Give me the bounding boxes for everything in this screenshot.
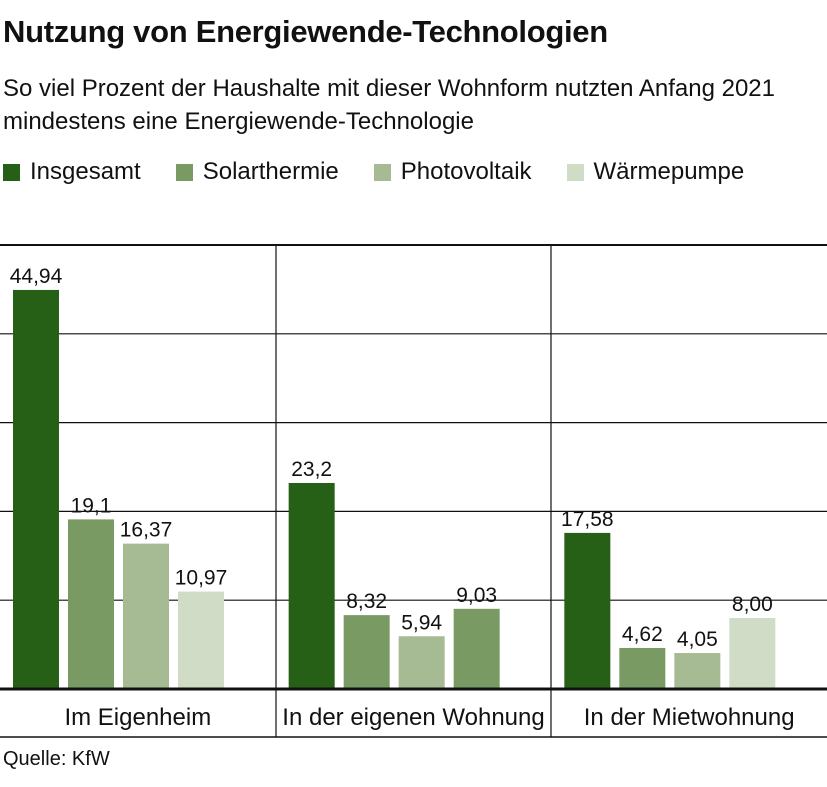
bar <box>398 636 445 689</box>
chart-title: Nutzung von Energiewende-Technologien <box>3 14 608 49</box>
bar <box>729 617 776 689</box>
category-label: In der eigenen Wohnung <box>282 704 544 731</box>
legend-swatch <box>373 163 391 181</box>
bar-value-label: 5,94 <box>401 611 442 634</box>
bar <box>343 615 390 689</box>
bar-value-label: 9,03 <box>456 584 497 607</box>
bar-value-label: 23,2 <box>291 458 332 481</box>
bar-value-label: 4,62 <box>622 623 663 646</box>
bar <box>564 532 611 689</box>
legend-item-waermepumpe: Wärmepumpe <box>566 158 745 186</box>
legend-swatch <box>3 163 20 181</box>
legend-swatch <box>175 163 193 181</box>
bar <box>13 289 59 689</box>
bar-value-label: 4,05 <box>677 628 718 651</box>
bar <box>619 647 666 689</box>
bar-value-label: 16,37 <box>120 519 173 542</box>
bar <box>123 543 169 689</box>
legend-label: Wärmepumpe <box>593 158 745 185</box>
bar-chart-plot: 44,94 19,1 16,37 10,97 Im Eigenheim 23,2 8,32 5… <box>0 244 827 738</box>
legend-item-insgesamt: Insgesamt <box>3 158 141 186</box>
bar <box>288 482 335 689</box>
legend-item-photovoltaik: Photovoltaik <box>373 158 532 186</box>
bar <box>674 653 721 689</box>
legend: Insgesamt Solarthermie Photovoltaik Wärm… <box>3 157 779 187</box>
legend-label: Photovoltaik <box>400 158 532 185</box>
chart-subtitle: So viel Prozent der Haushalte mit dieser… <box>3 75 775 135</box>
legend-label: Insgesamt <box>30 158 141 185</box>
bar-value-label: 19,1 <box>71 494 112 517</box>
source-note: Quelle: KfW <box>3 748 110 770</box>
bar <box>68 519 114 689</box>
category-label: In der Mietwohnung <box>584 704 795 731</box>
bar <box>453 608 500 689</box>
bar-value-label: 10,97 <box>175 567 228 590</box>
bar-value-label: 8,00 <box>732 593 773 616</box>
legend-swatch <box>566 163 584 181</box>
bar-value-label: 44,94 <box>10 265 63 288</box>
legend-label: Solarthermie <box>202 158 339 185</box>
bar <box>178 591 224 689</box>
legend-item-solarthermie: Solarthermie <box>175 158 339 186</box>
bar-value-label: 8,32 <box>346 590 387 613</box>
category-label: Im Eigenheim <box>64 704 211 731</box>
bar-value-label: 17,58 <box>561 508 614 531</box>
